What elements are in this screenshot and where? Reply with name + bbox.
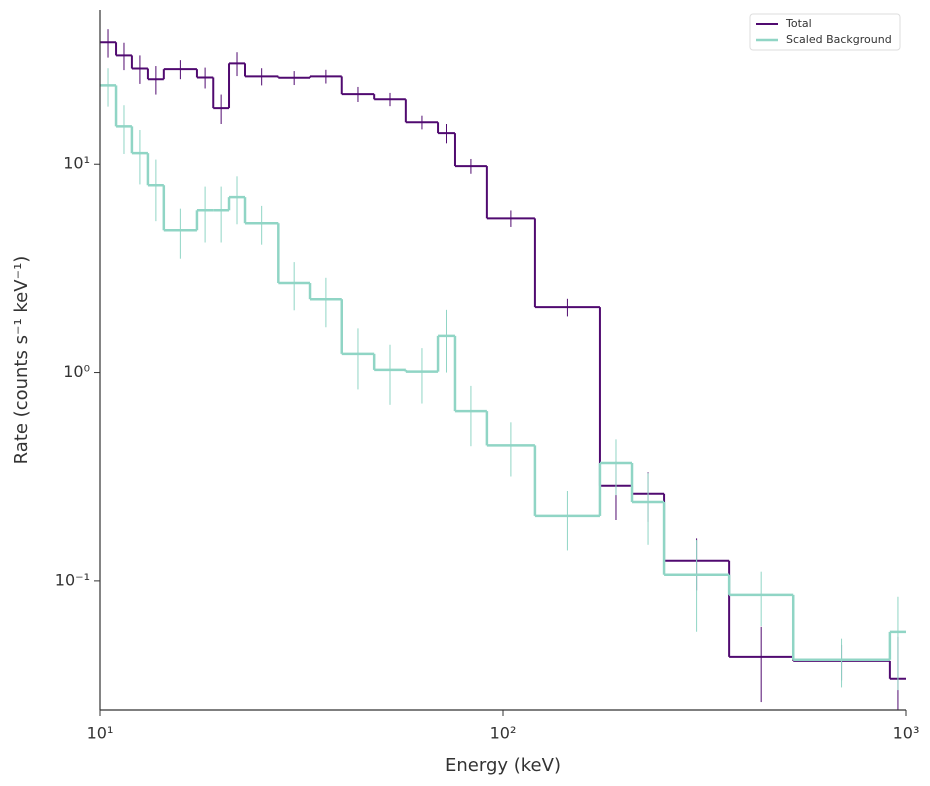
legend-label: Total [785,17,812,30]
y-tick-label: 10⁻¹ [55,570,90,589]
y-axis-label: Rate (counts s⁻¹ keV⁻¹) [11,256,32,465]
x-tick-label: 10³ [893,724,920,743]
plot-area [100,29,906,710]
x-tick-label: 10² [490,724,517,743]
legend-box [749,13,901,51]
legend-label: Scaled Background [786,33,892,46]
y-tick-label: 10⁰ [63,362,90,381]
x-axis-label: Energy (keV) [445,755,561,776]
x-tick-label: 10¹ [87,724,114,743]
y-tick-label: 10¹ [63,154,90,173]
